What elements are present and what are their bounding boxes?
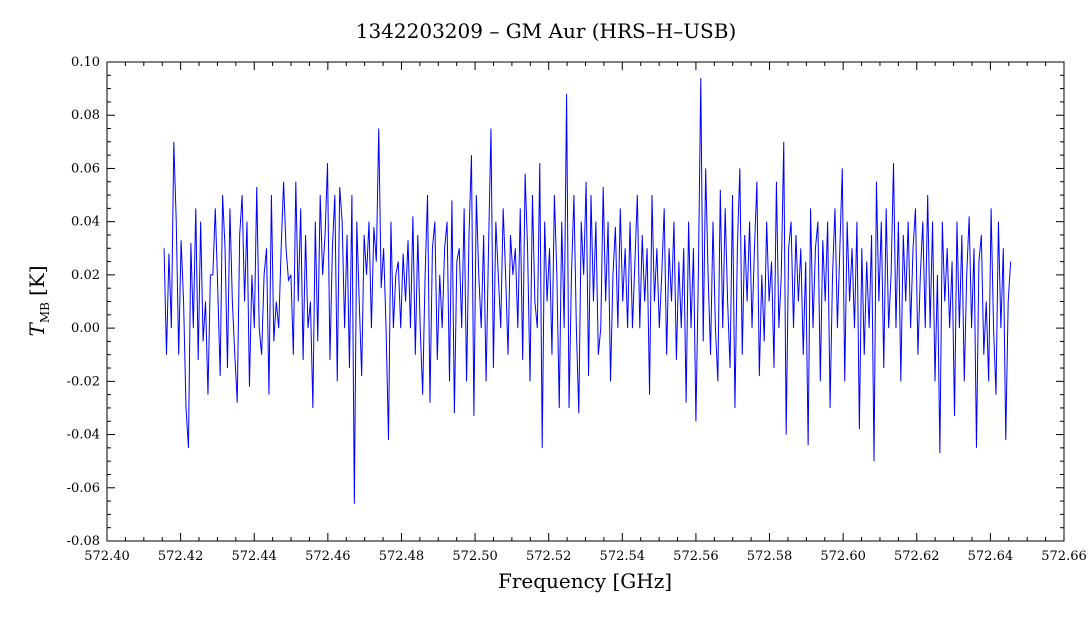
x-tick-label: 572.52: [526, 549, 572, 564]
x-axis-label: Frequency [GHz]: [498, 569, 672, 593]
y-axis-label-sub: MB: [38, 302, 52, 323]
x-tick-label: 572.66: [1041, 549, 1087, 564]
y-tick-label: -0.04: [67, 428, 100, 443]
x-tick-label: 572.42: [158, 549, 204, 564]
y-axis-label: TMB [K]: [25, 266, 52, 337]
y-tick-label: 0.02: [71, 268, 100, 283]
y-tick-label: -0.06: [67, 481, 100, 496]
y-axis-label-unit: [K]: [25, 266, 49, 297]
x-axis: 572.40 572.42 572.44 572.46 572.48 572.50 572.…: [84, 62, 1087, 564]
chart-title: 1342203209 – GM Aur (HRS–H–USB): [356, 19, 737, 43]
x-tick-label: 572.58: [747, 549, 793, 564]
y-tick-label: -0.02: [67, 374, 100, 389]
x-tick-label: 572.60: [820, 549, 866, 564]
svg-text:TMB[K]: TMB [K]: [25, 266, 52, 337]
y-tick-label: 0.10: [71, 55, 100, 70]
x-tick-label: 572.64: [968, 549, 1014, 564]
y-tick-label: 0.00: [71, 321, 100, 336]
y-tick-label: 0.04: [71, 215, 100, 230]
y-axis-label-main: T: [25, 322, 49, 337]
x-tick-label: 572.40: [84, 549, 130, 564]
y-tick-label: 0.08: [71, 108, 100, 123]
x-tick-label: 572.56: [673, 549, 719, 564]
plot-frame: [106, 61, 1065, 542]
y-tick-label: 0.06: [71, 161, 100, 176]
y-tick-label: -0.08: [67, 534, 100, 549]
x-tick-label: 572.48: [379, 549, 425, 564]
y-axis: -0.08 -0.06 -0.04 -0.02 0.00 0.02 0.04 0.06 0.08…: [67, 55, 1064, 549]
series-line: [163, 77, 1012, 504]
x-tick-label: 572.54: [600, 549, 646, 564]
x-tick-label: 572.44: [231, 549, 277, 564]
x-tick-label: 572.62: [894, 549, 940, 564]
x-tick-label: 572.50: [452, 549, 498, 564]
series-group: [163, 77, 1012, 504]
x-tick-label: 572.46: [305, 549, 351, 564]
